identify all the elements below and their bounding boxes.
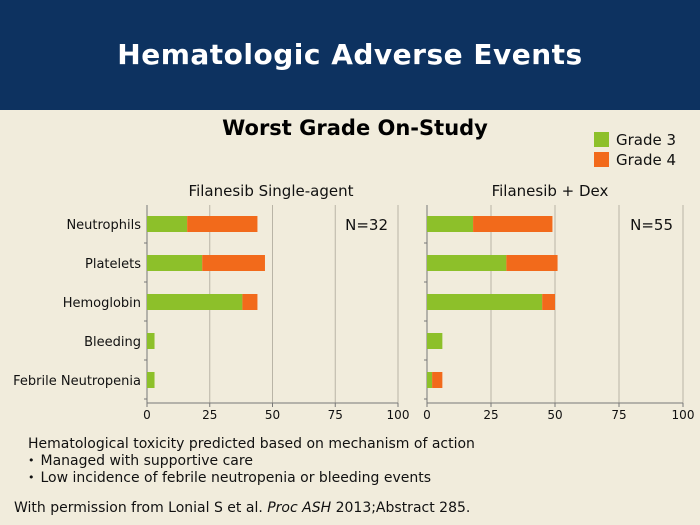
bar-grade-4 [242,294,258,310]
legend-label: Grade 4 [616,151,676,169]
panel-title: Filanesib Single-agent [189,182,354,200]
x-tick-label: 100 [387,408,410,422]
adverse-events-chart: Neutrophils Platelets Hemoglobin Bleeding Fe… [13,131,695,422]
citation-suffix: 2013;Abstract 285. [331,500,471,516]
x-tick-label: 100 [672,408,695,422]
bar-grade-4 [506,255,558,271]
citation-journal: Proc ASH [267,500,332,516]
legend-swatch [594,152,609,167]
bar-grade-4 [202,255,265,271]
category-label: Hemoglobin [63,296,141,311]
x-tick-label: 75 [328,408,343,422]
bar-grade-3 [427,294,543,310]
notes-heading: Hematological toxicity predicted based o… [28,436,475,452]
bar-grade-3 [427,333,443,349]
sample-size-label: N=32 [345,216,388,234]
slide-header: Hematologic Adverse Events [0,0,700,110]
bar-grade-3 [147,255,203,271]
citation-prefix: With permission from Lonial S et al. [14,500,268,516]
chart-subtitle: Worst Grade On-Study [222,116,488,140]
x-tick-label: 0 [423,408,431,422]
bar-grade-3 [147,294,243,310]
bar-grade-3 [147,333,155,349]
category-label: Febrile Neutropenia [13,374,141,389]
bar-grade-3 [427,255,507,271]
category-label: Neutrophils [66,218,141,233]
notes-bullet-2: Low incidence of febrile neutropenia or … [28,470,475,486]
slide-title: Hematologic Adverse Events [117,38,583,71]
citation: With permission from Lonial S et al. Pro… [14,500,470,516]
bar-grade-4 [473,216,553,232]
bar-grade-3 [147,372,155,388]
x-tick-label: 0 [143,408,151,422]
x-tick-label: 50 [547,408,562,422]
legend-label: Grade 3 [616,131,676,149]
legend-swatch [594,132,609,147]
bar-grade-4 [542,294,555,310]
category-label: Platelets [85,257,141,272]
x-tick-label: 50 [265,408,280,422]
bar-grade-4 [432,372,443,388]
x-tick-label: 25 [483,408,498,422]
category-label: Bleeding [84,335,141,350]
bar-grade-3 [427,372,433,388]
notes: Hematological toxicity predicted based o… [28,436,475,487]
x-tick-label: 75 [611,408,626,422]
bar-grade-3 [427,216,474,232]
notes-bullet-1: Managed with supportive care [28,453,475,469]
sample-size-label: N=55 [630,216,673,234]
bar-grade-4 [187,216,258,232]
bar-grade-3 [147,216,188,232]
panel-title: Filanesib + Dex [492,182,609,200]
x-tick-label: 25 [202,408,217,422]
